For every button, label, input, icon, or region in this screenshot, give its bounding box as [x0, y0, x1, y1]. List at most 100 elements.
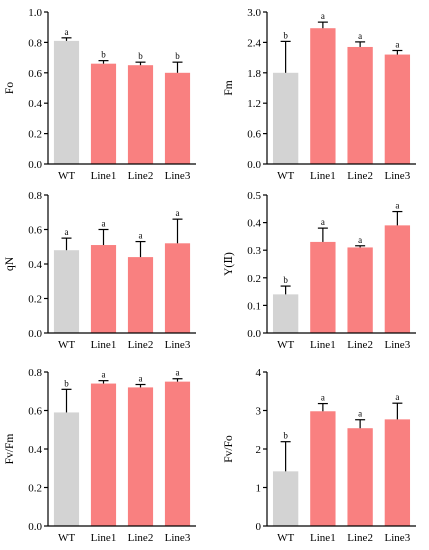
x-tick-label: Line2: [128, 339, 154, 351]
y-tick-label: 0.3: [247, 245, 261, 257]
x-tick-label: WT: [277, 532, 294, 544]
x-tick-label: WT: [277, 339, 294, 351]
y-tick-label: 0.8: [28, 190, 42, 202]
x-tick-label: Line1: [91, 339, 117, 351]
bar-line2: [127, 387, 154, 526]
y-tick-label: 0.1: [247, 300, 261, 312]
x-tick-label: WT: [58, 339, 75, 351]
x-tick-label: Line1: [310, 170, 336, 182]
significance-label: a: [139, 374, 143, 384]
y-tick-label: 4: [256, 367, 262, 379]
significance-label: a: [358, 235, 362, 245]
y-tick-label: 0.2: [28, 483, 42, 495]
bar-line1: [310, 411, 336, 526]
x-tick-label: Line1: [91, 170, 117, 182]
x-tick-label: WT: [277, 170, 294, 182]
x-tick-label: Line2: [128, 532, 154, 544]
chart-panel-6: b WT a Line1 a Line2 a Line3 0 1 2 3 4 Fv/Fo: [223, 367, 416, 544]
bar-wt: [272, 471, 299, 526]
significance-label: b: [101, 50, 106, 60]
x-tick-label: Line1: [91, 532, 117, 544]
bar-line1: [90, 245, 117, 333]
bar-line3: [384, 54, 411, 165]
y-tick-label: 0.0: [28, 521, 42, 533]
x-tick-label: Line3: [165, 339, 191, 351]
bar-line2: [347, 428, 373, 526]
bar-line1: [90, 63, 117, 164]
y-tick-label: 1: [256, 483, 262, 495]
x-tick-label: Line2: [347, 339, 373, 351]
bar-line3: [384, 225, 411, 333]
significance-label: a: [358, 31, 362, 41]
y-axis-title: Fo: [4, 82, 16, 94]
significance-label: a: [395, 392, 399, 402]
chart-panel-3: a WT a Line1 a Line2 a Line3 0.0 0.2 0.4 0.6 0.8 qN: [4, 190, 196, 351]
y-tick-label: 3.0: [247, 7, 261, 19]
bar-line3: [164, 72, 191, 164]
y-tick-label: 1.8: [247, 68, 261, 80]
significance-label: b: [283, 30, 288, 40]
significance-label: a: [139, 231, 143, 241]
significance-label: a: [321, 393, 325, 403]
significance-label: a: [321, 11, 325, 21]
bar-line1: [310, 28, 336, 165]
x-tick-label: Line3: [385, 339, 411, 351]
y-tick-label: 0.0: [247, 159, 261, 171]
significance-label: a: [176, 208, 180, 218]
bar-line3: [384, 419, 411, 526]
bar-wt: [272, 72, 299, 164]
bar-wt: [53, 250, 80, 333]
y-tick-label: 0.6: [28, 225, 42, 237]
chart-panel-5: b WT a Line1 a Line2 a Line3 0.0 0.2 0.4 0.6 0.8 Fv/F…: [4, 367, 196, 544]
y-axis-title: qN: [4, 256, 16, 271]
y-tick-label: 0.8: [28, 367, 42, 379]
significance-label: b: [138, 51, 143, 61]
y-tick-label: 0.6: [28, 406, 42, 418]
y-tick-label: 0.4: [28, 259, 42, 271]
y-axis-title: Fm: [223, 80, 235, 95]
significance-label: a: [65, 27, 69, 37]
x-tick-label: Line3: [165, 170, 191, 182]
significance-label: a: [102, 219, 106, 229]
significance-label: b: [64, 378, 69, 388]
y-tick-label: 0.0: [28, 328, 42, 340]
significance-label: a: [102, 370, 106, 380]
significance-label: a: [321, 217, 325, 227]
y-tick-label: 0: [256, 521, 262, 533]
x-tick-label: Line3: [165, 532, 191, 544]
significance-label: a: [358, 409, 362, 419]
significance-label: b: [283, 275, 288, 285]
y-tick-label: 0.0: [247, 328, 261, 340]
x-tick-label: Line2: [128, 170, 154, 182]
chart-panel-1: a WT b Line1 b Line2 b Line3 0.0 0.2 0.4 0.6 0.8 1.0 F…: [4, 7, 196, 182]
bar-line3: [164, 243, 191, 333]
x-tick-label: Line1: [310, 532, 336, 544]
chart-panel-2: b WT a Line1 a Line2 a Line3 0.0 0.6 1.2 1.8 2.4 3.0 F…: [223, 7, 416, 182]
y-axis-title: Fv/Fm: [4, 434, 16, 465]
chart-panel-4: b WT a Line1 a Line2 a Line3 0.0 0.1 0.2 0.3 0.4 0.5 Y…: [223, 190, 416, 351]
x-tick-label: WT: [58, 532, 75, 544]
bar-line1: [90, 383, 117, 526]
y-tick-label: 2.4: [247, 37, 261, 49]
significance-label: b: [283, 431, 288, 441]
significance-label: a: [395, 201, 399, 211]
bar-wt: [272, 294, 299, 333]
y-tick-label: 0.6: [247, 129, 261, 141]
x-tick-label: Line1: [310, 339, 336, 351]
y-tick-label: 0.0: [28, 159, 42, 171]
y-tick-label: 0.8: [28, 37, 42, 49]
y-tick-label: 3: [256, 406, 262, 418]
y-tick-label: 0.4: [28, 444, 42, 456]
significance-label: a: [65, 227, 69, 237]
y-axis-title: Y(Ⅱ): [223, 252, 235, 276]
y-tick-label: 0.2: [28, 129, 42, 141]
y-axis-title: Fv/Fo: [223, 435, 235, 463]
bar-line2: [347, 46, 373, 164]
bar-line3: [164, 381, 191, 527]
y-tick-label: 0.2: [28, 294, 42, 306]
y-tick-label: 1.2: [247, 98, 261, 110]
significance-label: b: [175, 51, 180, 61]
bar-line2: [127, 65, 154, 164]
y-tick-label: 2: [256, 444, 262, 456]
